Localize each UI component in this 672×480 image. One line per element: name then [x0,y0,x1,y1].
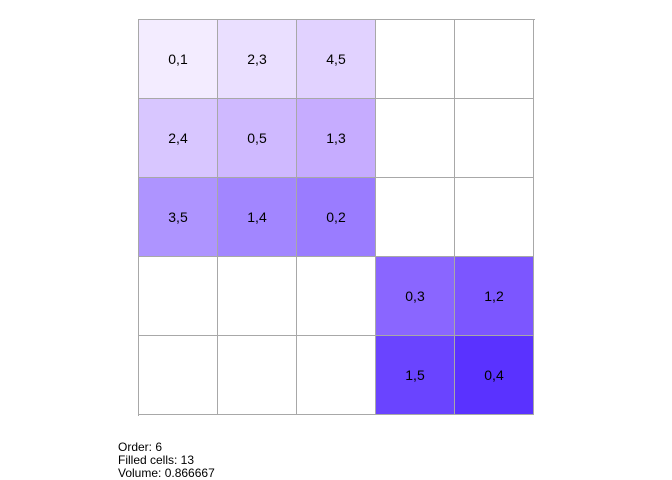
grid-cell-r5-c4: 1,5 [376,336,455,415]
grid-cell-r1-c5 [455,20,534,99]
grid-cell-r2-c1: 2,4 [139,99,218,178]
volume-text: Volume: 0.866667 [118,466,215,480]
latin-square-grid: 0,1 2,3 4,5 2,4 0,5 1,3 3,5 1,4 0,2 0,3 1,2 1,5 0,4 [138,19,535,416]
grid-cell-r4-c4: 0,3 [376,257,455,336]
grid-cell-r3-c2: 1,4 [218,178,297,257]
grid-cell-r3-c5 [455,178,534,257]
grid-cell-r1-c2: 2,3 [218,20,297,99]
grid-cell-r1-c1: 0,1 [139,20,218,99]
filled-cells-text: Filled cells: 13 [118,453,195,467]
grid-cell-r4-c2 [218,257,297,336]
grid-cell-r5-c1 [139,336,218,415]
grid-cell-r4-c5: 1,2 [455,257,534,336]
grid-cell-r4-c1 [139,257,218,336]
order-text: Order: 6 [118,440,163,454]
summary-info: Order: 6 Filled cells: 13 Volume: 0.8666… [118,441,215,480]
grid-cell-r2-c4 [376,99,455,178]
grid-cell-r3-c4 [376,178,455,257]
grid-cell-r2-c2: 0,5 [218,99,297,178]
grid-cell-r1-c4 [376,20,455,99]
grid-cell-r5-c5: 0,4 [455,336,534,415]
grid-cell-r2-c3: 1,3 [297,99,376,178]
grid-cell-r4-c3 [297,257,376,336]
grid-cell-r3-c3: 0,2 [297,178,376,257]
grid-cell-r5-c3 [297,336,376,415]
grid-cell-r5-c2 [218,336,297,415]
grid-cell-r1-c3: 4,5 [297,20,376,99]
grid-cell-r3-c1: 3,5 [139,178,218,257]
grid-cell-r2-c5 [455,99,534,178]
